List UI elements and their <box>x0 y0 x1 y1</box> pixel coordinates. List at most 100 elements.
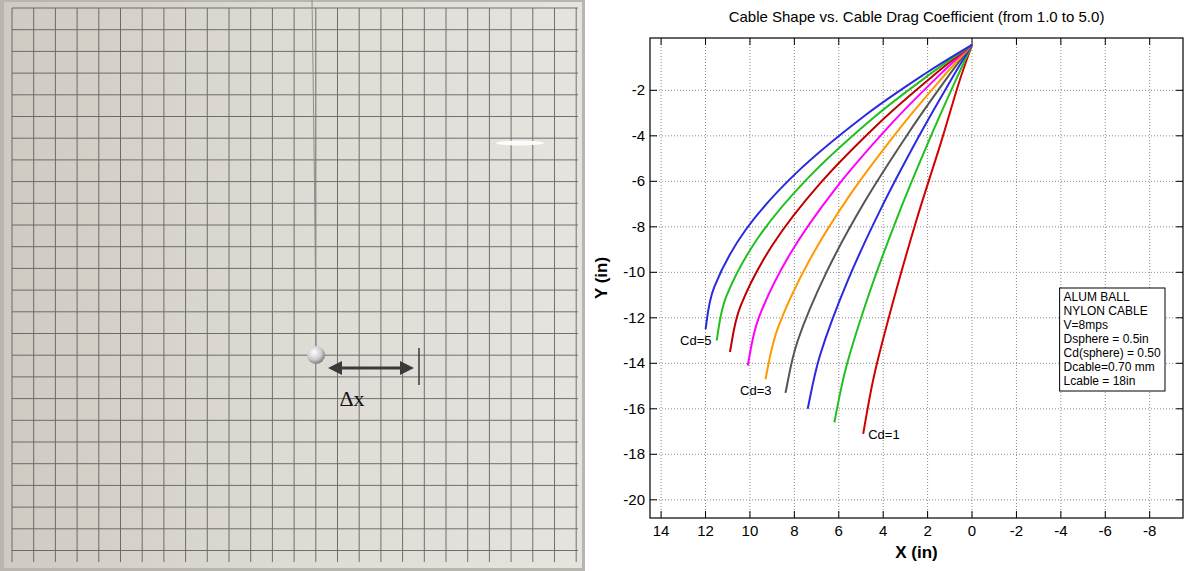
tick <box>1060 38 1061 45</box>
info-line: Dcable=0.70 mm <box>1064 360 1155 374</box>
tick <box>972 38 973 45</box>
grid-line <box>1060 38 1061 518</box>
tick <box>749 38 750 45</box>
paper-line <box>12 94 578 95</box>
grid-line <box>794 38 795 518</box>
paper-line <box>12 311 578 312</box>
ticks <box>650 38 1183 518</box>
paper-line <box>12 442 578 443</box>
paper-line <box>12 225 578 226</box>
paper-line <box>12 268 578 269</box>
x-tick-label: 2 <box>923 522 931 539</box>
info-box-frame <box>1060 288 1165 391</box>
arrow-head <box>328 361 342 375</box>
tick <box>838 38 839 45</box>
paper-line <box>554 8 555 562</box>
tick <box>650 226 657 227</box>
paper-line <box>12 485 578 486</box>
paper-line <box>12 8 13 562</box>
paper-line <box>511 8 512 562</box>
paper-line <box>12 51 578 52</box>
paper-line <box>489 8 490 562</box>
paper-line <box>424 8 425 562</box>
tick <box>661 511 662 518</box>
x-axis-title: X (in) <box>895 543 938 562</box>
paper-line <box>229 8 230 562</box>
paper-line <box>33 8 34 562</box>
x-tick-label: 6 <box>835 522 843 539</box>
photo-frame <box>0 0 585 571</box>
tick <box>650 317 657 318</box>
paper-line <box>163 8 164 562</box>
paper-line <box>12 159 578 160</box>
paper-line <box>359 8 360 562</box>
tick <box>650 135 657 136</box>
grid-line <box>650 181 1183 182</box>
paper-line <box>120 8 121 562</box>
x-tick-label: -8 <box>1143 522 1156 539</box>
delta-label: Δx <box>339 386 364 411</box>
paper-line <box>55 8 56 562</box>
tick <box>1176 408 1183 409</box>
info-line: NYLON CABLE <box>1064 304 1148 318</box>
curve-label: Cd=1 <box>868 427 899 442</box>
paper-line <box>12 138 578 139</box>
grid-line <box>650 408 1183 409</box>
info-line: ALUM BALL <box>1064 290 1130 304</box>
grid-line <box>650 499 1183 500</box>
paper-line <box>185 8 186 562</box>
paper-line <box>12 398 578 399</box>
tick <box>1016 511 1017 518</box>
tick <box>1060 511 1061 518</box>
photo: Δx <box>0 0 585 571</box>
tick <box>1176 181 1183 182</box>
paper-line <box>77 8 78 562</box>
paper-line <box>12 203 578 204</box>
y-tick-label: -8 <box>632 218 645 235</box>
info-line: Cd(sphere) = 0.50 <box>1064 346 1161 360</box>
cable-curve <box>808 45 972 409</box>
grid-line <box>650 272 1183 273</box>
tick <box>972 511 973 518</box>
paper-line <box>12 507 578 508</box>
chart-title: Cable Shape vs. Cable Drag Coefficient (… <box>729 8 1105 25</box>
plot-frame <box>650 38 1183 518</box>
y-tick-label: -2 <box>632 81 645 98</box>
curve-label: Cd=3 <box>740 383 771 398</box>
grid-line <box>1016 38 1017 518</box>
paper-line <box>12 376 578 377</box>
tick <box>1176 272 1183 273</box>
tick <box>749 511 750 518</box>
tick <box>1105 38 1106 45</box>
x-tick-label: 0 <box>968 522 976 539</box>
grid-line <box>1149 38 1150 518</box>
paper-line <box>446 8 447 562</box>
x-tick-label: 8 <box>790 522 798 539</box>
grid-line <box>650 454 1183 455</box>
tick <box>1176 90 1183 91</box>
paper-line <box>12 8 578 9</box>
paper-line <box>12 420 578 421</box>
y-tick-label: -14 <box>623 354 645 371</box>
paper-line <box>12 29 578 30</box>
grid-line <box>1105 38 1106 518</box>
paper-line <box>272 8 273 562</box>
tick <box>650 272 657 273</box>
tick <box>650 90 657 91</box>
tick <box>883 38 884 45</box>
delta-arrow <box>328 348 419 385</box>
tick <box>1105 511 1106 518</box>
y-tick-label: -18 <box>623 445 645 462</box>
paper-line <box>12 528 578 529</box>
paper-line <box>576 8 577 562</box>
grid-line <box>972 38 973 518</box>
paper-line <box>532 8 533 562</box>
plot-background <box>650 38 1183 518</box>
tick <box>650 181 657 182</box>
x-tick-label: 12 <box>697 522 714 539</box>
paper-line <box>12 355 578 356</box>
tick <box>1176 454 1183 455</box>
tick <box>661 38 662 45</box>
tick <box>883 511 884 518</box>
tick <box>1176 226 1183 227</box>
